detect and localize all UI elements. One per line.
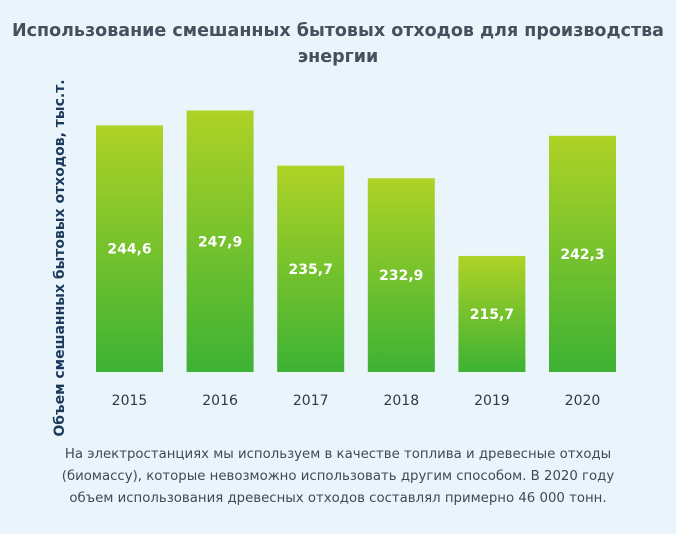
x-tick-label-2018: 2018	[383, 393, 419, 409]
x-tick-label-2016: 2016	[202, 393, 238, 409]
footnote-text: На электростанциях мы используем в качес…	[61, 447, 615, 506]
x-tick-label-2015: 2015	[112, 393, 148, 409]
x-tick-label-2020: 2020	[565, 393, 601, 409]
bar-2019	[458, 255, 526, 372]
bar-chart: 244,6 2015 247,9 2016 235,7 2017 232,9 2018 215,…	[96, 110, 616, 409]
bars-group: 244,6 2015 247,9 2016 235,7 2017 232,9 2018 215,…	[96, 110, 616, 409]
chart-title: Использование смешанных бытовых отходов …	[11, 21, 664, 67]
x-tick-label-2019: 2019	[474, 393, 510, 409]
bar-2015	[96, 125, 163, 372]
x-tick-label-2017: 2017	[293, 393, 329, 409]
bar-2020	[549, 135, 616, 372]
bar-value-label-2015: 244,6	[107, 242, 151, 258]
bar-2018	[367, 178, 435, 372]
bar-2017	[277, 165, 345, 372]
bar-2016	[186, 110, 254, 372]
bar-value-label-2017: 235,7	[289, 262, 333, 278]
bar-value-label-2018: 232,9	[379, 268, 423, 284]
bar-value-label-2019: 215,7	[470, 307, 514, 323]
bar-value-label-2020: 242,3	[560, 247, 604, 263]
bar-value-label-2016: 247,9	[198, 234, 242, 250]
